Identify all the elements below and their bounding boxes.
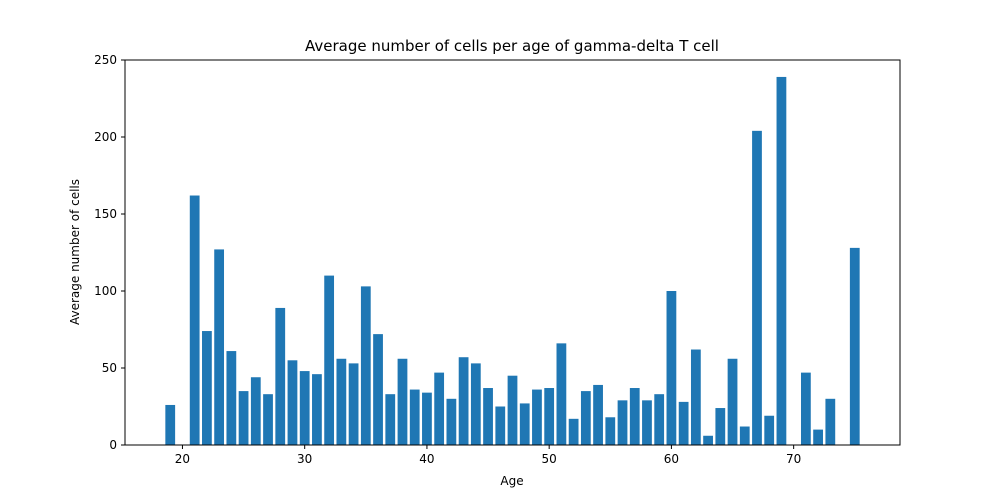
- y-axis-label: Average number of cells: [68, 179, 82, 325]
- bar-age-38: [397, 358, 408, 445]
- bar-age-61: [678, 401, 689, 445]
- bar-age-60: [666, 291, 677, 445]
- x-tick-label: 20: [175, 452, 190, 466]
- y-tick-label: 150: [94, 207, 117, 221]
- bar-age-51: [556, 343, 567, 445]
- bar-age-55: [605, 417, 616, 445]
- bar-age-63: [703, 435, 713, 445]
- x-axis-label: Age: [500, 474, 523, 488]
- y-tick-label: 100: [94, 284, 117, 298]
- x-tick-label: 50: [542, 452, 557, 466]
- bar-age-56: [617, 400, 628, 445]
- bar-age-27: [263, 394, 273, 445]
- bar-age-34: [348, 363, 359, 445]
- y-tick-label: 50: [102, 361, 117, 375]
- bar-age-50: [544, 388, 555, 445]
- bar-age-75: [849, 247, 860, 445]
- bar-age-73: [825, 398, 836, 445]
- bar-age-67: [752, 130, 762, 445]
- bar-age-66: [739, 426, 750, 445]
- bar-age-36: [373, 334, 383, 445]
- bar-age-19: [165, 404, 176, 445]
- bar-age-64: [715, 408, 726, 445]
- x-tick-label: 70: [786, 452, 801, 466]
- bar-age-48: [519, 403, 530, 445]
- bar-age-22: [202, 331, 212, 445]
- plot-frame: [124, 59, 901, 446]
- bar-age-21: [189, 195, 200, 445]
- bar-age-41: [434, 372, 445, 445]
- x-axis-ticks: 20 30 40 50 60 70: [175, 445, 801, 466]
- bar-age-40: [422, 392, 432, 445]
- bars-group: [165, 76, 860, 445]
- bar-age-39: [409, 389, 420, 445]
- x-tick-label: 30: [297, 452, 312, 466]
- bar-age-30: [299, 371, 310, 445]
- bar-age-53: [580, 391, 591, 445]
- bar-age-71: [800, 372, 811, 445]
- bar-age-65: [727, 358, 738, 445]
- bar-age-72: [813, 429, 823, 445]
- y-axis-ticks: 0 50 100 150 200 250: [94, 53, 125, 452]
- x-tick-label: 60: [664, 452, 679, 466]
- bar-age-37: [385, 394, 396, 445]
- bar-age-28: [275, 307, 286, 445]
- bar-age-54: [593, 384, 603, 445]
- bar-age-26: [250, 377, 261, 445]
- chart-title: Average number of cells per age of gamma…: [305, 37, 719, 55]
- bar-age-35: [360, 286, 371, 445]
- bar-age-59: [654, 394, 665, 445]
- bar-age-58: [642, 400, 652, 445]
- bar-age-57: [629, 388, 640, 445]
- bar-age-32: [324, 275, 335, 445]
- bar-age-29: [287, 360, 298, 445]
- bar-age-42: [446, 398, 457, 445]
- bar-age-31: [312, 374, 322, 445]
- bar-age-49: [532, 389, 542, 445]
- bar-age-69: [776, 76, 787, 445]
- bar-age-46: [495, 406, 506, 445]
- bar-age-68: [764, 415, 775, 445]
- bar-age-62: [690, 349, 701, 445]
- y-tick-label: 200: [94, 130, 117, 144]
- x-tick-label: 40: [419, 452, 434, 466]
- bar-age-33: [336, 358, 347, 445]
- bar-age-47: [507, 375, 518, 445]
- bar-age-45: [483, 388, 493, 445]
- bar-age-24: [226, 351, 237, 445]
- y-tick-label: 0: [109, 438, 117, 452]
- bar-age-25: [238, 391, 249, 445]
- bar-age-43: [458, 357, 469, 445]
- bar-age-44: [470, 363, 481, 445]
- y-tick-label: 250: [94, 53, 117, 67]
- bar-age-23: [214, 249, 225, 445]
- bar-age-52: [568, 418, 579, 445]
